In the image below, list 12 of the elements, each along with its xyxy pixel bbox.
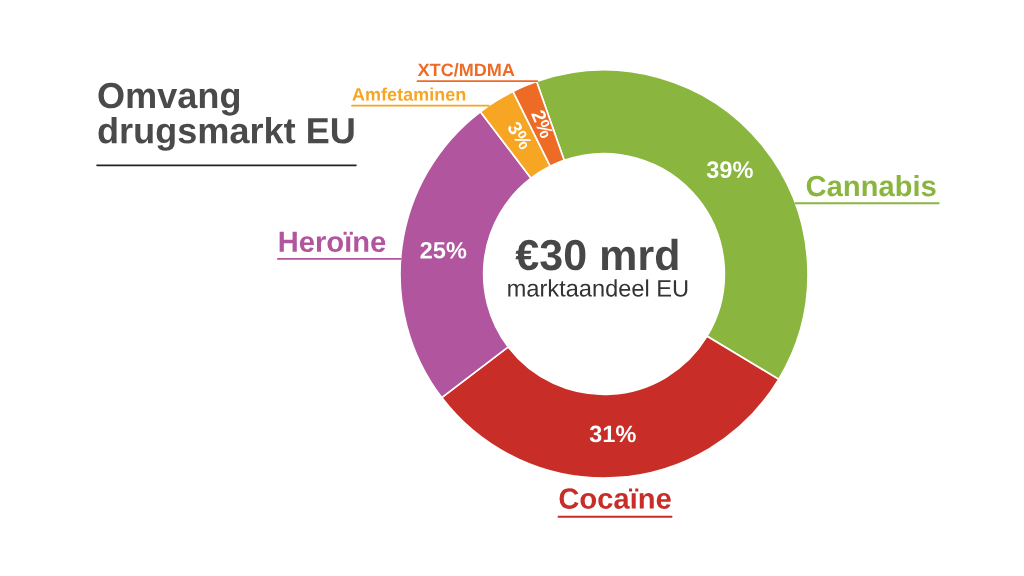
slice-label: Amfetaminen xyxy=(352,87,466,101)
slice-label: Cocaïne xyxy=(559,488,671,509)
data-label: 25% xyxy=(420,241,467,259)
slice-label: XTC/MDMA xyxy=(417,63,515,77)
data-label: 2% xyxy=(530,108,555,140)
slice-label: Heroïne xyxy=(279,231,386,253)
text: marktaandeel EU xyxy=(508,279,688,297)
text: €30 mrd xyxy=(515,238,678,271)
data-label: 31% xyxy=(589,425,636,443)
data-label: 3% xyxy=(506,120,533,151)
slice-label: Cannabis xyxy=(806,174,936,197)
data-label: 39% xyxy=(706,161,753,179)
